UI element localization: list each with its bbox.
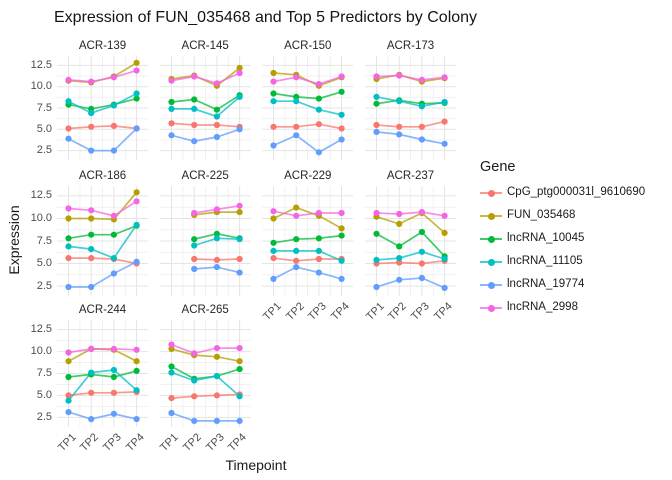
facet-strip-label: ACR-186: [78, 170, 127, 182]
facet-plot-area: [159, 320, 251, 427]
facet-plot-area: [262, 56, 354, 160]
y-tick-label: 12.5: [30, 323, 52, 336]
y-tick-label: 5.0: [36, 388, 52, 401]
y-tick-label: 2.5: [36, 144, 52, 157]
y-tick-label: 10.0: [30, 80, 52, 93]
facet-plot-area: [159, 186, 251, 296]
legend-key-icon: [480, 254, 502, 270]
facet-strip-label: ACR-150: [284, 40, 332, 52]
y-tick-label: 7.5: [36, 234, 52, 247]
legend-entry-label: lncRNA_10045: [507, 232, 585, 244]
facet-plot-area: [57, 320, 148, 427]
y-tick-label: 12.5: [30, 58, 52, 71]
y-tick-label: 5.0: [36, 122, 52, 135]
legend-key-icon: [480, 185, 502, 201]
y-tick-label: 2.5: [36, 279, 52, 292]
legend-entry-label: CpG_ptg000031l_9610690: [507, 186, 646, 198]
facet-strip-label: ACR-237: [386, 170, 435, 182]
facet-strip-label: ACR-139: [78, 40, 127, 52]
facet-plot-area: [57, 56, 148, 160]
facet-plot-area: [365, 186, 456, 296]
legend-title: Gene: [480, 159, 516, 175]
x-axis-title: Timepoint: [225, 457, 287, 473]
facet-plot-area: [262, 186, 354, 296]
y-tick-label: 7.5: [36, 101, 52, 114]
y-tick-label: 10.0: [30, 345, 52, 358]
facet-strip-label: ACR-145: [181, 40, 229, 52]
facet-strip-label: ACR-229: [284, 170, 332, 182]
legend-entry-label: lncRNA_2998: [507, 301, 578, 313]
legend-key-icon: [480, 231, 502, 247]
legend-key-icon: [480, 300, 502, 316]
y-tick-label: 7.5: [36, 367, 52, 379]
facet-strip-label: ACR-244: [78, 304, 127, 316]
facet-plot-area: [365, 56, 456, 160]
legend-key-icon: [480, 277, 502, 293]
y-tick-label: 10.0: [30, 211, 52, 224]
legend-key-icon: [480, 208, 502, 224]
legend-entry-label: lncRNA_11105: [507, 255, 583, 267]
legend-entry-label: FUN_035468: [507, 209, 576, 221]
facet-strip-label: ACR-173: [386, 40, 435, 52]
facet-strip-label: ACR-265: [181, 304, 229, 316]
y-tick-label: 12.5: [30, 189, 52, 202]
chart-title: Expression of FUN_035468 and Top 5 Predi…: [54, 9, 478, 26]
y-tick-label: 2.5: [36, 410, 52, 423]
y-tick-label: 5.0: [36, 257, 52, 270]
facet-strip-label: ACR-225: [181, 170, 229, 182]
facet-plot-area: [57, 186, 148, 296]
legend-entry-label: lncRNA_19774: [507, 278, 585, 290]
facet-plot-area: [159, 56, 251, 160]
